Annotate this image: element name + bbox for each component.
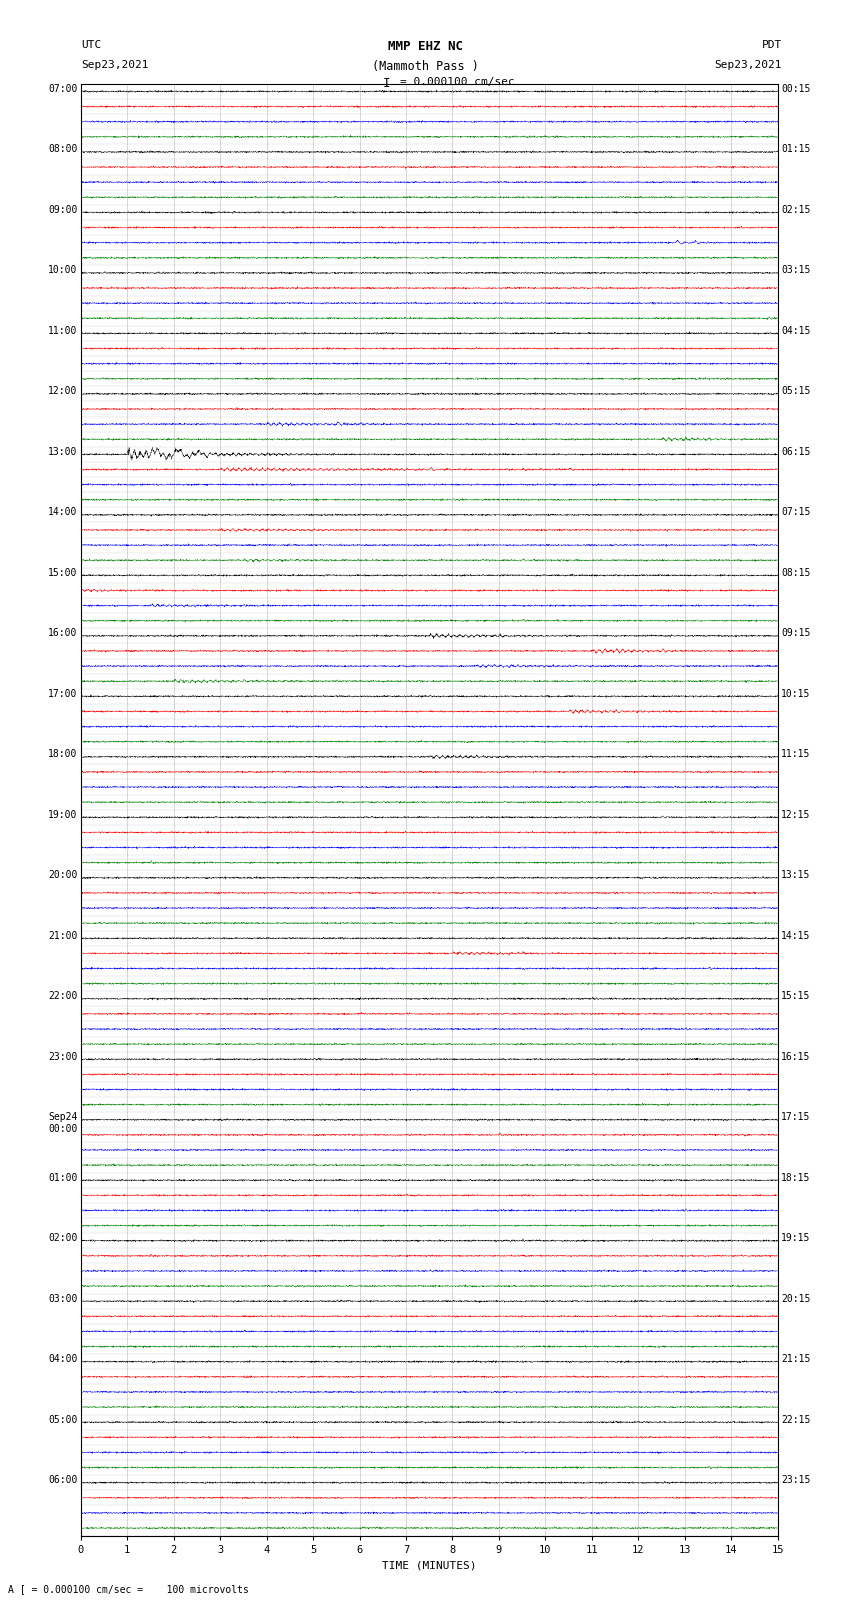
Text: 14:15: 14:15 <box>781 931 811 940</box>
Text: 14:00: 14:00 <box>48 508 77 518</box>
Text: PDT: PDT <box>762 40 782 50</box>
Text: 23:15: 23:15 <box>781 1474 811 1486</box>
Text: 12:00: 12:00 <box>48 387 77 397</box>
Text: 17:15: 17:15 <box>781 1113 811 1123</box>
Text: 06:15: 06:15 <box>781 447 811 456</box>
Text: 03:00: 03:00 <box>48 1294 77 1303</box>
Text: 16:15: 16:15 <box>781 1052 811 1061</box>
Text: 18:00: 18:00 <box>48 748 77 760</box>
Text: 13:15: 13:15 <box>781 871 811 881</box>
Text: 17:00: 17:00 <box>48 689 77 698</box>
Text: 18:15: 18:15 <box>781 1173 811 1182</box>
Text: 13:00: 13:00 <box>48 447 77 456</box>
Text: 19:00: 19:00 <box>48 810 77 819</box>
Text: 21:00: 21:00 <box>48 931 77 940</box>
Text: 01:00: 01:00 <box>48 1173 77 1182</box>
Text: 04:15: 04:15 <box>781 326 811 336</box>
Text: 15:15: 15:15 <box>781 990 811 1002</box>
Text: 11:15: 11:15 <box>781 748 811 760</box>
Text: 02:15: 02:15 <box>781 205 811 215</box>
Text: 07:15: 07:15 <box>781 508 811 518</box>
Text: 15:00: 15:00 <box>48 568 77 577</box>
Text: Sep23,2021: Sep23,2021 <box>715 60 782 69</box>
Text: 05:00: 05:00 <box>48 1415 77 1424</box>
Text: 05:15: 05:15 <box>781 387 811 397</box>
Text: 19:15: 19:15 <box>781 1232 811 1244</box>
Text: A [ = 0.000100 cm/sec =    100 microvolts: A [ = 0.000100 cm/sec = 100 microvolts <box>8 1584 249 1594</box>
Text: 02:00: 02:00 <box>48 1232 77 1244</box>
Text: 20:15: 20:15 <box>781 1294 811 1303</box>
Text: I: I <box>383 77 390 90</box>
Text: 11:00: 11:00 <box>48 326 77 336</box>
Text: MMP EHZ NC: MMP EHZ NC <box>388 40 462 53</box>
Text: 10:15: 10:15 <box>781 689 811 698</box>
X-axis label: TIME (MINUTES): TIME (MINUTES) <box>382 1560 477 1569</box>
Text: 21:15: 21:15 <box>781 1355 811 1365</box>
Text: 22:00: 22:00 <box>48 990 77 1002</box>
Text: 08:00: 08:00 <box>48 145 77 155</box>
Text: 12:15: 12:15 <box>781 810 811 819</box>
Text: 04:00: 04:00 <box>48 1355 77 1365</box>
Text: 03:15: 03:15 <box>781 266 811 276</box>
Text: 09:00: 09:00 <box>48 205 77 215</box>
Text: Sep23,2021: Sep23,2021 <box>81 60 148 69</box>
Text: 08:15: 08:15 <box>781 568 811 577</box>
Text: (Mammoth Pass ): (Mammoth Pass ) <box>371 60 479 73</box>
Text: 09:15: 09:15 <box>781 629 811 639</box>
Text: UTC: UTC <box>81 40 101 50</box>
Text: 20:00: 20:00 <box>48 871 77 881</box>
Text: 00:15: 00:15 <box>781 84 811 94</box>
Text: 10:00: 10:00 <box>48 266 77 276</box>
Text: 07:00: 07:00 <box>48 84 77 94</box>
Text: 01:15: 01:15 <box>781 145 811 155</box>
Text: 16:00: 16:00 <box>48 629 77 639</box>
Text: 06:00: 06:00 <box>48 1474 77 1486</box>
Text: Sep24
00:00: Sep24 00:00 <box>48 1113 77 1134</box>
Text: 23:00: 23:00 <box>48 1052 77 1061</box>
Text: 22:15: 22:15 <box>781 1415 811 1424</box>
Text: = 0.000100 cm/sec: = 0.000100 cm/sec <box>400 77 514 87</box>
